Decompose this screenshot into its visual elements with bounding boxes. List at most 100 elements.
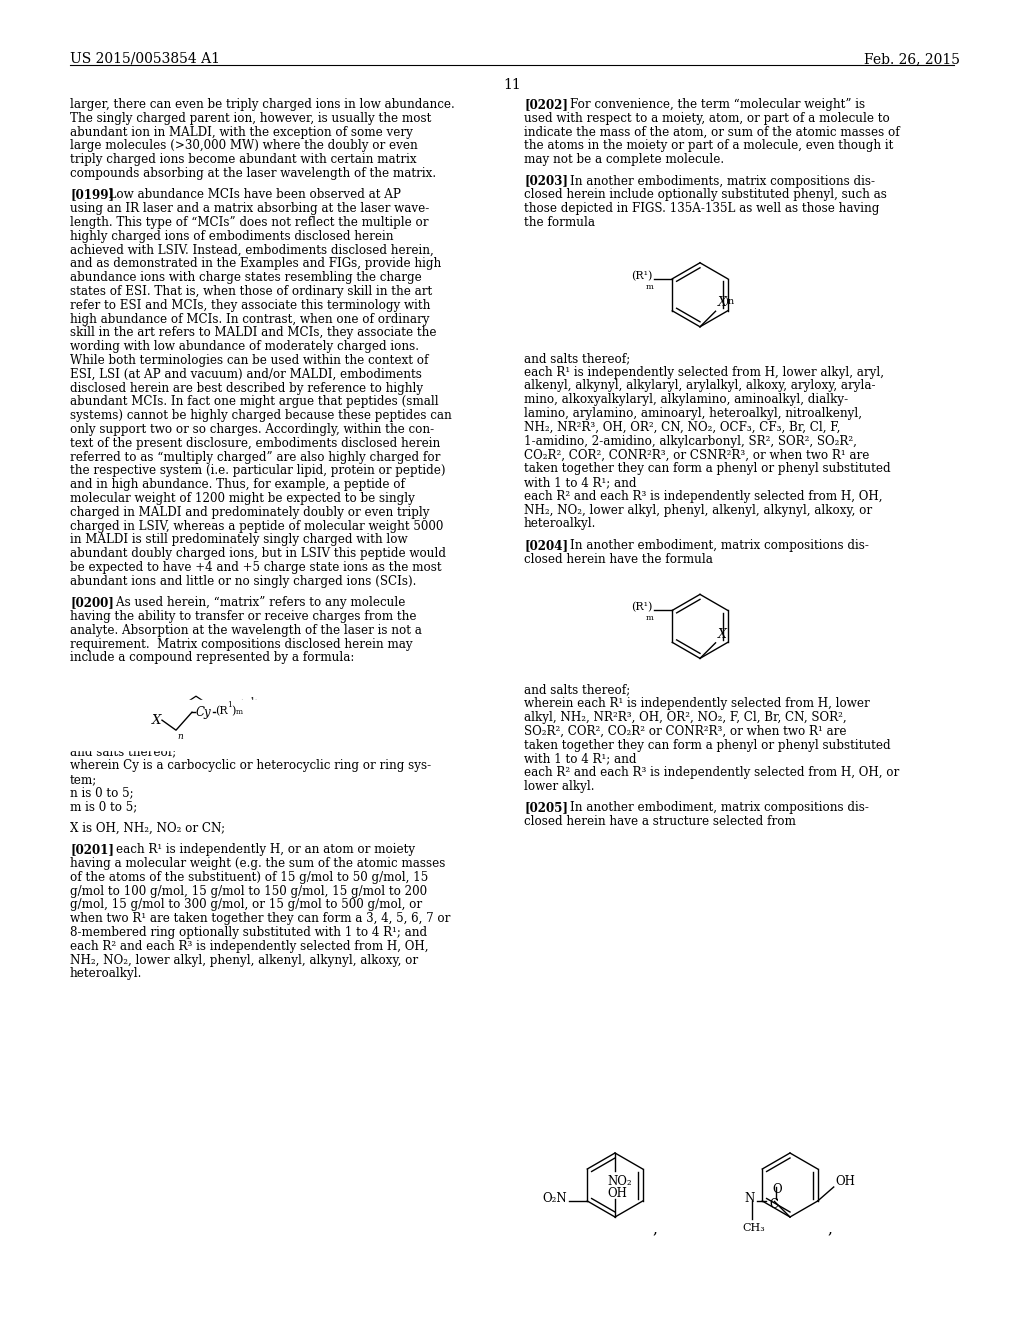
Text: m is 0 to 5;: m is 0 to 5;: [70, 800, 137, 813]
Text: X: X: [718, 296, 726, 309]
Text: X: X: [718, 628, 726, 640]
Text: CO₂R², COR², CONR²R³, or CSNR²R³, or when two R¹ are: CO₂R², COR², CONR²R³, or CSNR²R³, or whe…: [524, 449, 869, 462]
Text: length. This type of “MCIs” does not reflect the multiple or: length. This type of “MCIs” does not ref…: [70, 216, 428, 228]
Text: large molecules (>30,000 MW) where the doubly or even: large molecules (>30,000 MW) where the d…: [70, 140, 418, 152]
Text: ): ): [231, 706, 236, 717]
Text: abundant ion in MALDI, with the exception of some very: abundant ion in MALDI, with the exceptio…: [70, 125, 413, 139]
Text: compounds absorbing at the laser wavelength of the matrix.: compounds absorbing at the laser wavelen…: [70, 168, 436, 180]
Text: and as demonstrated in the Examples and FIGs, provide high: and as demonstrated in the Examples and …: [70, 257, 441, 271]
Text: and salts thereof;: and salts thereof;: [524, 684, 630, 697]
Text: X: X: [155, 702, 164, 714]
Text: [0201]: [0201]: [70, 843, 114, 857]
Text: NH₂, NR²R³, OH, OR², CN, NO₂, OCF₃, CF₃, Br, Cl, F,: NH₂, NR²R³, OH, OR², CN, NO₂, OCF₃, CF₃,…: [524, 421, 841, 434]
Text: (R¹): (R¹): [631, 271, 652, 281]
Text: refer to ESI and MCIs, they associate this terminology with: refer to ESI and MCIs, they associate th…: [70, 298, 430, 312]
Text: states of ESI. That is, when those of ordinary skill in the art: states of ESI. That is, when those of or…: [70, 285, 432, 298]
Text: While both terminologies can be used within the context of: While both terminologies can be used wit…: [70, 354, 428, 367]
Text: indicate the mass of the atom, or sum of the atomic masses of: indicate the mass of the atom, or sum of…: [524, 125, 900, 139]
Text: the formula: the formula: [524, 216, 595, 228]
Text: using an IR laser and a matrix absorbing at the laser wave-: using an IR laser and a matrix absorbing…: [70, 202, 429, 215]
Text: (R¹): (R¹): [631, 602, 652, 612]
Text: US 2015/0053854 A1: US 2015/0053854 A1: [70, 51, 220, 66]
Text: molecular weight of 1200 might be expected to be singly: molecular weight of 1200 might be expect…: [70, 492, 415, 506]
Text: lamino, arylamino, aminoaryl, heteroalkyl, nitroalkenyl,: lamino, arylamino, aminoaryl, heteroalky…: [524, 407, 862, 420]
Text: achieved with LSIV. Instead, embodiments disclosed herein,: achieved with LSIV. Instead, embodiments…: [70, 244, 434, 256]
Text: lower alkyl.: lower alkyl.: [524, 780, 595, 793]
Text: N: N: [744, 1192, 755, 1205]
Text: of the atoms of the substituent) of 15 g/mol to 50 g/mol, 15: of the atoms of the substituent) of 15 g…: [70, 871, 428, 884]
Text: In another embodiments, matrix compositions dis-: In another embodiments, matrix compositi…: [555, 174, 874, 187]
Text: 1: 1: [250, 697, 255, 705]
Text: ,: ,: [827, 1222, 831, 1236]
Text: g/mol to 100 g/mol, 15 g/mol to 150 g/mol, 15 g/mol to 200: g/mol to 100 g/mol, 15 g/mol to 150 g/mo…: [70, 884, 427, 898]
Text: used with respect to a moiety, atom, or part of a molecule to: used with respect to a moiety, atom, or …: [524, 112, 890, 125]
Text: O: O: [772, 1184, 782, 1196]
Text: X is OH, NH₂, NO₂ or CN;: X is OH, NH₂, NO₂ or CN;: [70, 822, 225, 834]
Text: each R¹ is independently H, or an atom or moiety: each R¹ is independently H, or an atom o…: [101, 843, 415, 857]
Text: m: m: [259, 704, 267, 713]
Text: [0203]: [0203]: [524, 174, 568, 187]
Text: 1-amidino, 2-amidino, alkylcarbonyl, SR², SOR², SO₂R²,: 1-amidino, 2-amidino, alkylcarbonyl, SR²…: [524, 434, 857, 447]
Text: m: m: [645, 282, 653, 290]
Text: taken together they can form a phenyl or phenyl substituted: taken together they can form a phenyl or…: [524, 739, 891, 751]
Text: alkyl, NH₂, NR²R³, OH, OR², NO₂, F, Cl, Br, CN, SOR²,: alkyl, NH₂, NR²R³, OH, OR², NO₂, F, Cl, …: [524, 711, 847, 723]
Text: The singly charged parent ion, however, is usually the most: The singly charged parent ion, however, …: [70, 112, 431, 125]
Text: OH: OH: [607, 1187, 627, 1200]
Text: and salts thereof;: and salts thereof;: [70, 746, 176, 758]
Text: wording with low abundance of moderately charged ions.: wording with low abundance of moderately…: [70, 341, 419, 354]
Text: m: m: [645, 614, 653, 623]
Text: NH₂, NO₂, lower alkyl, phenyl, alkenyl, alkynyl, alkoxy, or: NH₂, NO₂, lower alkyl, phenyl, alkenyl, …: [524, 504, 872, 516]
Text: n is 0 to 5;: n is 0 to 5;: [70, 787, 133, 800]
Text: NO₂: NO₂: [607, 1175, 632, 1188]
Text: O₂N: O₂N: [543, 1192, 567, 1204]
Text: Cy: Cy: [196, 706, 212, 718]
Text: 1: 1: [227, 701, 231, 709]
Text: referred to as “multiply charged” are also highly charged for: referred to as “multiply charged” are al…: [70, 450, 440, 463]
Text: requirement.  Matrix compositions disclosed herein may: requirement. Matrix compositions disclos…: [70, 638, 413, 651]
Text: tem;: tem;: [70, 772, 97, 785]
Text: the respective system (i.e. particular lipid, protein or peptide): the respective system (i.e. particular l…: [70, 465, 445, 478]
Text: g/mol, 15 g/mol to 300 g/mol, or 15 g/mol to 500 g/mol, or: g/mol, 15 g/mol to 300 g/mol, or 15 g/mo…: [70, 899, 422, 911]
Text: abundance ions with charge states resembling the charge: abundance ions with charge states resemb…: [70, 271, 422, 284]
Text: disclosed herein are best described by reference to highly: disclosed herein are best described by r…: [70, 381, 423, 395]
Text: closed herein include optionally substituted phenyl, such as: closed herein include optionally substit…: [524, 189, 887, 202]
Text: and in high abundance. Thus, for example, a peptide of: and in high abundance. Thus, for example…: [70, 478, 406, 491]
Text: ): ): [254, 700, 258, 710]
Text: each R¹ is independently selected from H, lower alkyl, aryl,: each R¹ is independently selected from H…: [524, 366, 884, 379]
Text: heteroalkyl.: heteroalkyl.: [524, 517, 596, 531]
Text: having a molecular weight (e.g. the sum of the atomic masses: having a molecular weight (e.g. the sum …: [70, 857, 445, 870]
Text: )n: )n: [725, 296, 734, 305]
Text: the atoms in the moiety or part of a molecule, even though it: the atoms in the moiety or part of a mol…: [524, 140, 893, 152]
Text: Cy: Cy: [220, 702, 236, 714]
Text: (R: (R: [238, 700, 251, 710]
Text: having the ability to transfer or receive charges from the: having the ability to transfer or receiv…: [70, 610, 417, 623]
Text: [0199]: [0199]: [70, 189, 114, 202]
Text: In another embodiment, matrix compositions dis-: In another embodiment, matrix compositio…: [555, 801, 868, 814]
Text: C: C: [769, 1199, 778, 1212]
Text: ESI, LSI (at AP and vacuum) and/or MALDI, embodiments: ESI, LSI (at AP and vacuum) and/or MALDI…: [70, 368, 422, 380]
Text: CH₃: CH₃: [742, 1224, 765, 1233]
Text: abundant doubly charged ions, but in LSIV this peptide would: abundant doubly charged ions, but in LSI…: [70, 548, 446, 560]
Text: NH₂, NO₂, lower alkyl, phenyl, alkenyl, alkynyl, alkoxy, or: NH₂, NO₂, lower alkyl, phenyl, alkenyl, …: [70, 953, 418, 966]
Text: analyte. Absorption at the wavelength of the laser is not a: analyte. Absorption at the wavelength of…: [70, 624, 422, 636]
Text: ,: ,: [652, 1222, 656, 1236]
Text: include a compound represented by a formula:: include a compound represented by a form…: [70, 651, 354, 664]
Text: X: X: [152, 714, 162, 727]
Text: n: n: [177, 733, 182, 741]
Text: each R² and each R³ is independently selected from H, OH,: each R² and each R³ is independently sel…: [524, 490, 883, 503]
Text: [0200]: [0200]: [70, 597, 114, 610]
Text: mino, alkoxyalkylaryl, alkylamino, aminoalkyl, dialky-: mino, alkoxyalkylaryl, alkylamino, amino…: [524, 393, 848, 407]
Text: charged in LSIV, whereas a peptide of molecular weight 5000: charged in LSIV, whereas a peptide of mo…: [70, 520, 443, 532]
Text: 11: 11: [503, 78, 521, 92]
Text: n: n: [212, 710, 217, 718]
Text: [0204]: [0204]: [524, 539, 568, 552]
Text: each R² and each R³ is independently selected from H, OH,: each R² and each R³ is independently sel…: [70, 940, 428, 953]
Text: [0205]: [0205]: [524, 801, 568, 814]
Text: charged in MALDI and predominately doubly or even triply: charged in MALDI and predominately doubl…: [70, 506, 429, 519]
Text: high abundance of MCIs. In contrast, when one of ordinary: high abundance of MCIs. In contrast, whe…: [70, 313, 429, 326]
Text: be expected to have +4 and +5 charge state ions as the most: be expected to have +4 and +5 charge sta…: [70, 561, 441, 574]
Text: with 1 to 4 R¹; and: with 1 to 4 R¹; and: [524, 752, 637, 766]
Text: alkenyl, alkynyl, alkylaryl, arylalkyl, alkoxy, aryloxy, aryla-: alkenyl, alkynyl, alkylaryl, arylalkyl, …: [524, 379, 876, 392]
Text: abundant ions and little or no singly charged ions (SCIs).: abundant ions and little or no singly ch…: [70, 574, 417, 587]
Text: systems) cannot be highly charged because these peptides can: systems) cannot be highly charged becaus…: [70, 409, 452, 422]
